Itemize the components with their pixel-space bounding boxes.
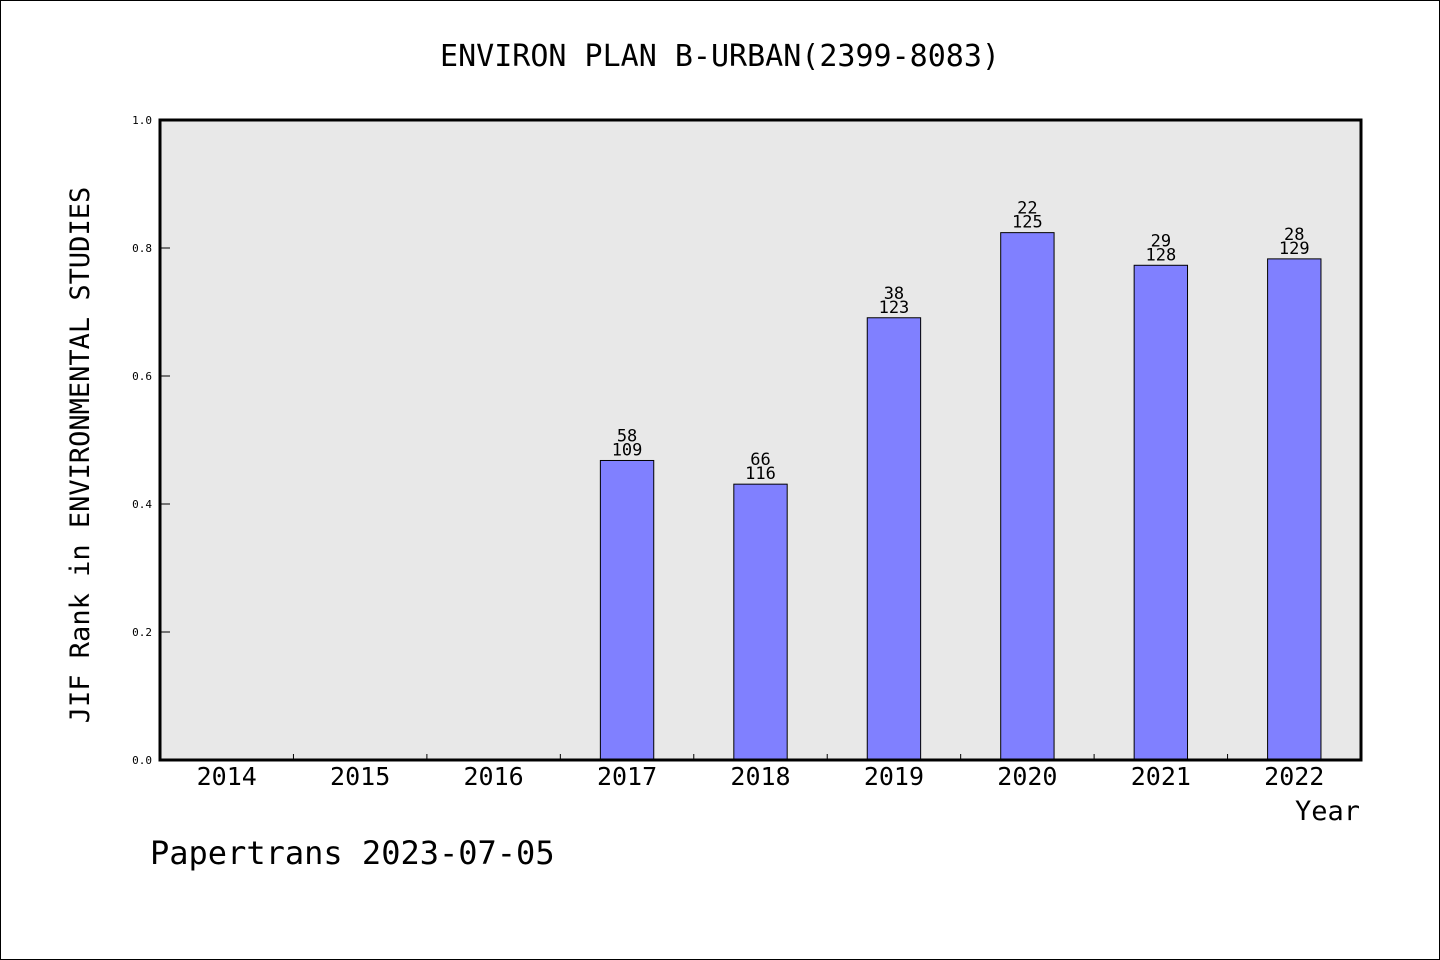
- bar-rank-label: 38: [884, 284, 904, 304]
- bar-total-label: 116: [745, 464, 776, 484]
- bar-rank-label: 58: [617, 426, 637, 446]
- bar-total-label: 109: [612, 440, 643, 460]
- bar-2018: [733, 483, 788, 761]
- bar-total-label: 125: [1012, 213, 1043, 233]
- x-axis: 2014 2015 2016 2017 2018 2019 2020 2021 2022: [197, 754, 1324, 791]
- y-tick-label: 0.8: [132, 242, 152, 255]
- bar-rank-label: 29: [1151, 231, 1171, 251]
- bar-total-label: 123: [879, 298, 910, 318]
- x-axis-label: Year: [1295, 796, 1360, 827]
- bar-2020: [1000, 232, 1055, 761]
- x-tick-label: 2014: [197, 762, 257, 791]
- x-tick-label: 2019: [864, 762, 924, 791]
- footer-credit: Papertrans 2023-07-05: [150, 834, 555, 872]
- bar-rank-label: 22: [1017, 199, 1037, 219]
- x-tick-label: 2020: [997, 762, 1057, 791]
- bar-total-label: 129: [1279, 239, 1310, 259]
- bar-2017: [599, 459, 655, 761]
- x-tick-label: 2015: [330, 762, 390, 791]
- y-tick-label: 0.2: [132, 626, 152, 639]
- bar-total-label: 128: [1145, 245, 1176, 265]
- y-tick-label: 0.0: [132, 754, 152, 767]
- x-tick-label: 2016: [464, 762, 524, 791]
- bar-2019: [866, 317, 922, 761]
- bar-rank-label: 28: [1284, 225, 1304, 245]
- x-tick-label: 2022: [1264, 762, 1324, 791]
- x-tick-label: 2018: [730, 762, 790, 791]
- x-tick-label: 2021: [1131, 762, 1191, 791]
- bars: [599, 232, 1322, 761]
- y-tick-label: 0.6: [132, 370, 152, 383]
- bar-2021: [1133, 264, 1189, 761]
- chart-title: ENVIRON PLAN B-URBAN(2399-8083): [440, 39, 1000, 74]
- y-axis-label: JIF Rank in ENVIRONMENTAL STUDIES: [65, 187, 96, 723]
- y-axis: 0.0 0.2 0.4 0.6 0.8 1.0: [132, 114, 170, 767]
- y-tick-label: 0.4: [132, 498, 152, 511]
- bar-2022: [1267, 258, 1322, 761]
- bar-rank-label: 66: [750, 450, 770, 470]
- plot-border: [158, 118, 1363, 762]
- x-tick-label: 2017: [597, 762, 657, 791]
- y-tick-label: 1.0: [132, 114, 152, 127]
